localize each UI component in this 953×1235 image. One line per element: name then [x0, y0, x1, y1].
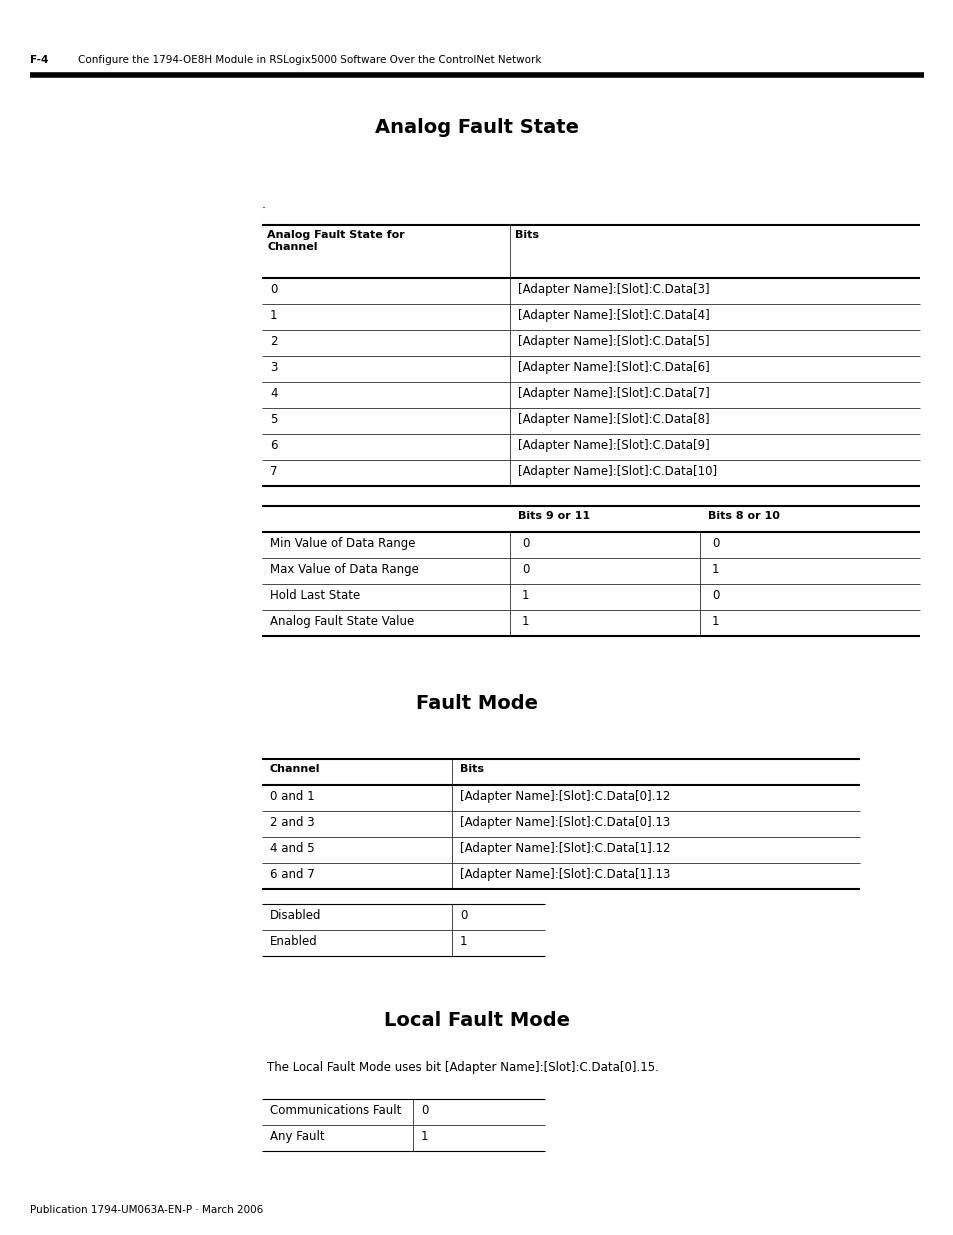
- Text: Disabled: Disabled: [270, 909, 321, 923]
- Text: 5: 5: [270, 412, 277, 426]
- Text: Local Fault Mode: Local Fault Mode: [384, 1011, 569, 1030]
- Text: .: .: [262, 198, 266, 211]
- Text: 2: 2: [270, 335, 277, 348]
- Text: 4: 4: [270, 387, 277, 400]
- Text: Any Fault: Any Fault: [270, 1130, 324, 1144]
- Text: Analog Fault State for
Channel: Analog Fault State for Channel: [267, 230, 404, 252]
- Text: 1: 1: [711, 615, 719, 629]
- Text: 0: 0: [521, 563, 529, 576]
- Text: F-4: F-4: [30, 56, 49, 65]
- Text: 3: 3: [270, 361, 277, 374]
- Text: [Adapter Name]:[Slot]:C.Data[8]: [Adapter Name]:[Slot]:C.Data[8]: [517, 412, 709, 426]
- Text: Channel: Channel: [270, 764, 320, 774]
- Text: Communications Fault: Communications Fault: [270, 1104, 401, 1116]
- Text: 6: 6: [270, 438, 277, 452]
- Text: Max Value of Data Range: Max Value of Data Range: [270, 563, 418, 576]
- Text: 2 and 3: 2 and 3: [270, 816, 314, 829]
- Text: 0: 0: [420, 1104, 428, 1116]
- Text: Configure the 1794-OE8H Module in RSLogix5000 Software Over the ControlNet Netwo: Configure the 1794-OE8H Module in RSLogi…: [78, 56, 541, 65]
- Text: [Adapter Name]:[Slot]:C.Data[3]: [Adapter Name]:[Slot]:C.Data[3]: [517, 283, 709, 296]
- Text: 0: 0: [270, 283, 277, 296]
- Text: 1: 1: [459, 935, 467, 948]
- Text: Bits 8 or 10: Bits 8 or 10: [707, 511, 779, 521]
- Text: [Adapter Name]:[Slot]:C.Data[0].12: [Adapter Name]:[Slot]:C.Data[0].12: [459, 790, 670, 803]
- Text: Fault Mode: Fault Mode: [416, 694, 537, 713]
- Text: [Adapter Name]:[Slot]:C.Data[7]: [Adapter Name]:[Slot]:C.Data[7]: [517, 387, 709, 400]
- Text: 0: 0: [711, 589, 719, 601]
- Text: The Local Fault Mode uses bit [Adapter Name]:[Slot]:C.Data[0].15.: The Local Fault Mode uses bit [Adapter N…: [267, 1061, 659, 1074]
- Text: [Adapter Name]:[Slot]:C.Data[10]: [Adapter Name]:[Slot]:C.Data[10]: [517, 466, 717, 478]
- Text: 4 and 5: 4 and 5: [270, 842, 314, 855]
- Text: 1: 1: [711, 563, 719, 576]
- Text: Analog Fault State: Analog Fault State: [375, 119, 578, 137]
- Text: Publication 1794-UM063A-EN-P · March 2006: Publication 1794-UM063A-EN-P · March 200…: [30, 1205, 263, 1215]
- Text: 7: 7: [270, 466, 277, 478]
- Text: 1: 1: [420, 1130, 428, 1144]
- Text: 0: 0: [711, 537, 719, 550]
- Text: Min Value of Data Range: Min Value of Data Range: [270, 537, 416, 550]
- Text: [Adapter Name]:[Slot]:C.Data[6]: [Adapter Name]:[Slot]:C.Data[6]: [517, 361, 709, 374]
- Text: [Adapter Name]:[Slot]:C.Data[0].13: [Adapter Name]:[Slot]:C.Data[0].13: [459, 816, 670, 829]
- Text: [Adapter Name]:[Slot]:C.Data[9]: [Adapter Name]:[Slot]:C.Data[9]: [517, 438, 709, 452]
- Text: 0 and 1: 0 and 1: [270, 790, 314, 803]
- Text: Bits: Bits: [515, 230, 538, 240]
- Text: Bits: Bits: [459, 764, 483, 774]
- Text: Analog Fault State Value: Analog Fault State Value: [270, 615, 414, 629]
- Text: Bits 9 or 11: Bits 9 or 11: [517, 511, 590, 521]
- Text: 1: 1: [521, 615, 529, 629]
- Text: 0: 0: [459, 909, 467, 923]
- Text: 0: 0: [521, 537, 529, 550]
- Text: [Adapter Name]:[Slot]:C.Data[1].13: [Adapter Name]:[Slot]:C.Data[1].13: [459, 868, 670, 881]
- Text: [Adapter Name]:[Slot]:C.Data[5]: [Adapter Name]:[Slot]:C.Data[5]: [517, 335, 709, 348]
- Text: [Adapter Name]:[Slot]:C.Data[1].12: [Adapter Name]:[Slot]:C.Data[1].12: [459, 842, 670, 855]
- Text: Hold Last State: Hold Last State: [270, 589, 360, 601]
- Text: 1: 1: [270, 309, 277, 322]
- Text: 1: 1: [521, 589, 529, 601]
- Text: Enabled: Enabled: [270, 935, 317, 948]
- Text: [Adapter Name]:[Slot]:C.Data[4]: [Adapter Name]:[Slot]:C.Data[4]: [517, 309, 709, 322]
- Text: 6 and 7: 6 and 7: [270, 868, 314, 881]
